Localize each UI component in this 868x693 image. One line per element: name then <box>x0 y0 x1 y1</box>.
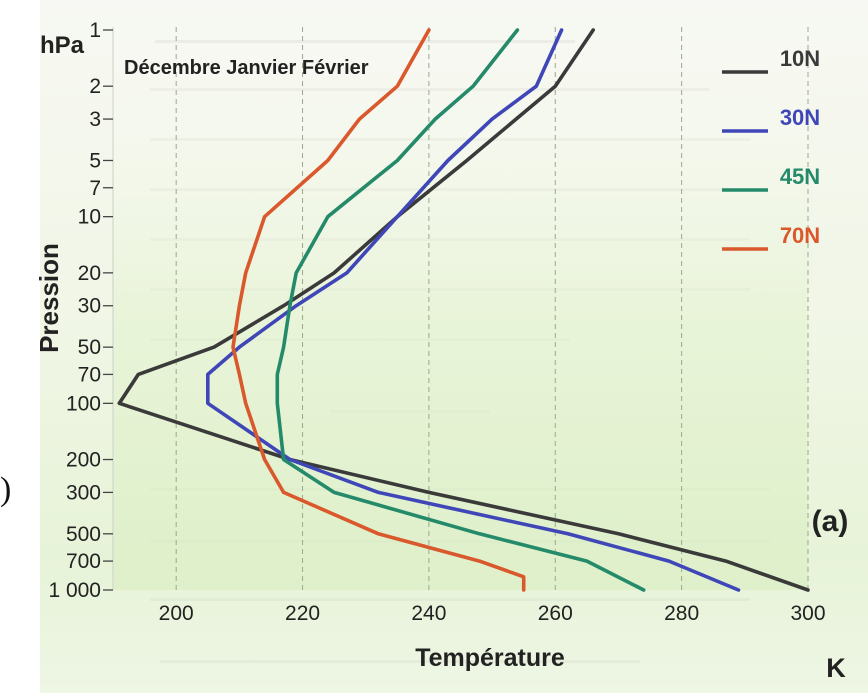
x-axis-ticks: 200 220 240 260 280 300 <box>159 602 826 625</box>
x-axis-label: Température <box>415 644 565 672</box>
series-line-10n <box>117 28 810 592</box>
series-line-30n <box>206 28 741 592</box>
y-tick-label: 70 <box>78 363 101 386</box>
y-tick-label: 10 <box>78 206 101 229</box>
series-line-45n <box>275 28 646 592</box>
y-tick-label: 2 <box>89 75 101 98</box>
edge-parenthesis: ) <box>0 471 11 508</box>
y-tick-label: 5 <box>89 149 101 172</box>
grid <box>175 27 809 590</box>
x-tick-label: 240 <box>411 602 446 625</box>
x-tick-label: 300 <box>790 602 825 625</box>
legend: 10N 30N 45N 70N <box>722 46 820 251</box>
y-tick-label: 100 <box>66 392 101 415</box>
y-tick-label: 7 <box>89 177 101 200</box>
x-tick-label: 260 <box>538 602 573 625</box>
plot-area <box>113 27 808 590</box>
y-tick-label: 1 000 <box>48 579 101 602</box>
y-tick-label: 30 <box>78 295 101 318</box>
y-tick-label: 50 <box>78 336 101 359</box>
x-tick-label: 280 <box>664 602 699 625</box>
x-tick-label: 220 <box>285 602 320 625</box>
y-unit: hPa <box>40 32 85 59</box>
x-unit: K <box>826 653 846 683</box>
legend-label-10n: 10N <box>780 46 820 71</box>
legend-label-45n: 45N <box>780 164 820 189</box>
chart-title: Décembre Janvier Février <box>124 57 369 79</box>
y-tick-label: 20 <box>78 262 101 285</box>
x-tick-label: 200 <box>159 602 194 625</box>
y-axis-label: Pression <box>34 243 64 353</box>
series-layer <box>117 28 810 592</box>
legend-label-70n: 70N <box>780 223 820 248</box>
y-tick-label: 700 <box>66 550 101 573</box>
y-axis-ticks: 1 2 3 5 7 10 20 30 50 70 100 200 300 500 700 1 000 <box>48 19 113 602</box>
panel-label: (a) <box>812 505 849 538</box>
scan-left-strip <box>0 0 40 693</box>
y-tick-label: 500 <box>66 523 101 546</box>
y-tick-label: 3 <box>89 108 101 131</box>
legend-label-30n: 30N <box>780 105 820 130</box>
series-line-70n <box>231 28 526 592</box>
y-tick-label: 300 <box>66 481 101 504</box>
y-tick-label: 1 <box>89 19 101 42</box>
y-tick-label: 200 <box>66 449 101 472</box>
